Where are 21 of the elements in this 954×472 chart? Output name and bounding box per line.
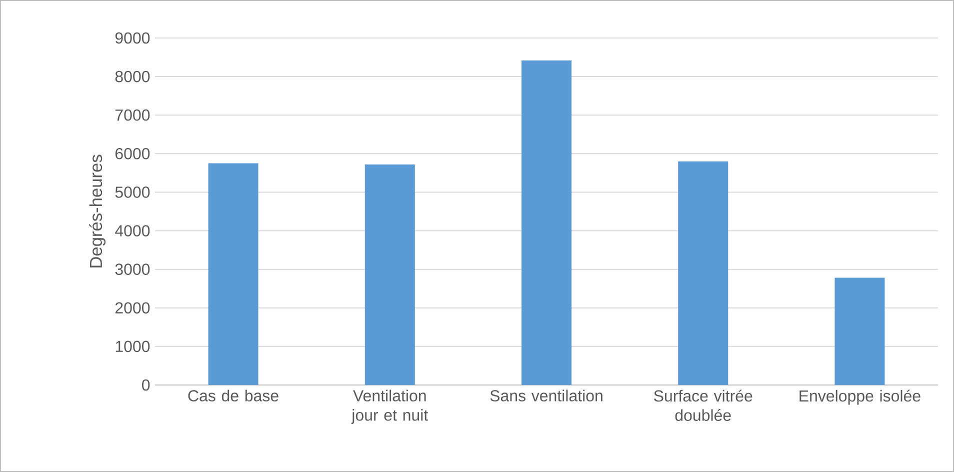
y-tick-label: 1000 (116, 340, 150, 352)
y-tick-label: 5000 (115, 186, 150, 198)
bar (208, 163, 258, 385)
y-tick-label: 3000 (115, 264, 150, 275)
x-tick-label: Surface vitrée doublée (654, 390, 752, 421)
x-tick-label: Sans ventilation (490, 390, 602, 402)
y-axis-title: Degrés-heures (89, 154, 106, 268)
bar (678, 161, 728, 385)
x-tick-label: Cas de base (188, 390, 278, 402)
x-tick-label: Enveloppe isolée (800, 390, 920, 405)
y-tick-label: 8000 (115, 70, 150, 82)
bar (522, 60, 572, 385)
y-tick-label: 7000 (115, 109, 150, 121)
bar (364, 164, 415, 385)
y-tick-label: 6000 (115, 148, 150, 160)
x-tick-label: Ventilation jour et nuit (351, 390, 428, 424)
y-tick-label: 2000 (115, 302, 150, 314)
y-tick-label: 4000 (115, 225, 150, 236)
y-tick-label: 0 (142, 379, 150, 391)
bar (834, 278, 885, 385)
y-tick-label: 9000 (115, 32, 150, 44)
